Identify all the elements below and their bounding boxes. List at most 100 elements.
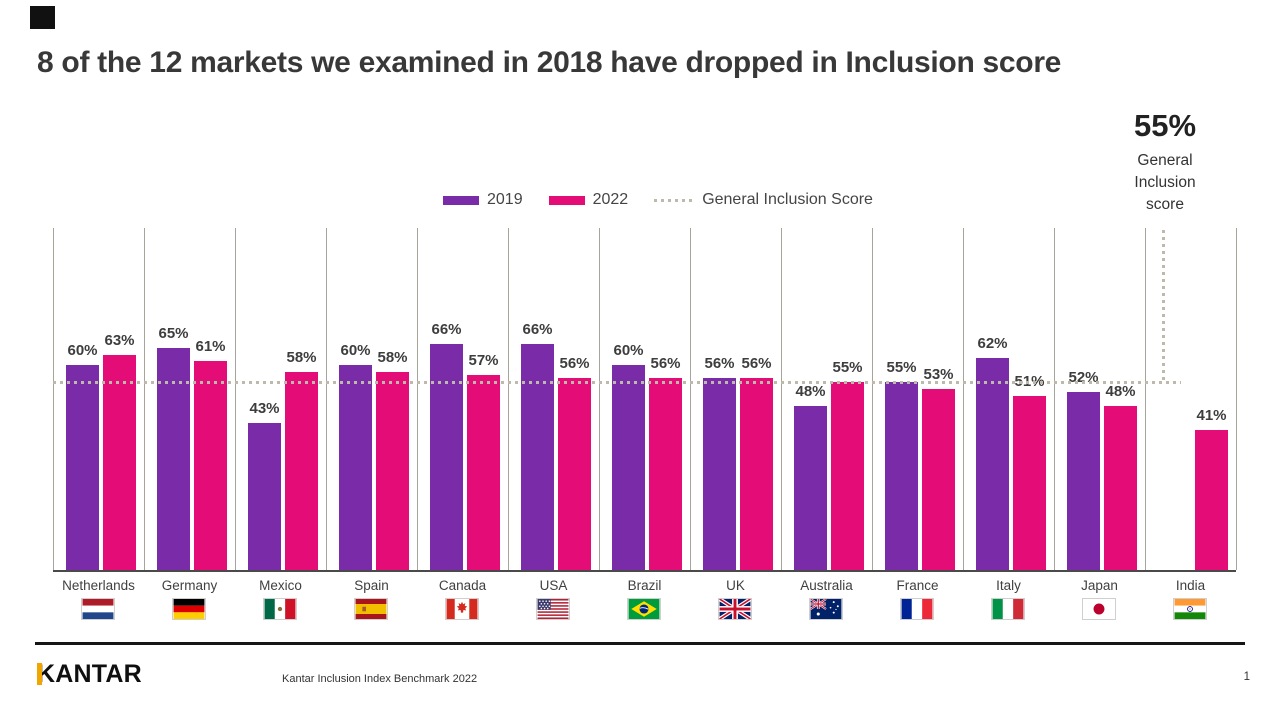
bar-2019-netherlands [66,364,99,570]
plot-separator [963,228,964,570]
category-label-germany: Germany [161,578,218,593]
bar-2019-france [885,381,918,570]
general-inclusion-callout: 55% General Inclusion score [1100,108,1230,216]
bar-2022-uk [740,378,773,570]
category-label-brazil: Brazil [627,578,662,593]
category-label-australia: Australia [800,578,853,593]
plot-separator [417,228,418,570]
bar-2022-mexico [285,371,318,570]
legend-swatch-2022-icon [548,195,585,205]
bar-2022-italy [1013,395,1046,570]
france-flag-icon [899,598,934,620]
general-inclusion-caption: General Inclusion score [1134,152,1196,213]
usa-flag-icon [535,598,570,620]
category-label-uk: UK [726,578,745,593]
legend-label-reference: General Inclusion Score [702,191,873,208]
value-label-2022-mexico: 58% [286,348,317,366]
bar-2019-canada [430,344,463,570]
legend-item-2022: 2022 [548,191,628,209]
value-label-2022-uk: 56% [741,355,772,373]
slide-corner-mark [30,6,55,29]
bar-2022-usa [558,378,591,570]
category-label-canada: Canada [438,578,487,593]
plot-separator [781,228,782,570]
x-axis-line [53,570,1236,572]
bar-2022-india [1195,429,1228,570]
kantar-logo: KANTAR [37,660,142,688]
value-label-2019-spain: 60% [340,341,371,359]
category-label-mexico: Mexico [259,578,302,593]
value-label-2022-brazil: 56% [650,355,681,373]
italy-flag-icon [990,598,1025,620]
value-label-2022-australia: 55% [832,358,863,376]
mexico-flag-icon [262,598,297,620]
value-label-2022-usa: 56% [559,355,590,373]
category-label-usa: USA [539,578,568,593]
value-label-2022-japan: 48% [1105,382,1136,400]
category-label-italy: Italy [996,578,1021,593]
legend-swatch-2019-icon [443,195,479,205]
value-label-2019-mexico: 43% [249,399,280,417]
value-label-2022-spain: 58% [377,348,408,366]
value-label-2019-brazil: 60% [613,341,644,359]
kantar-logo-accent-icon [37,663,42,685]
value-label-2019-france: 55% [886,358,917,376]
bar-2019-australia [794,405,827,570]
canada-flag-icon [444,598,479,620]
value-label-2022-netherlands: 63% [104,331,135,349]
category-label-japan: Japan [1081,578,1118,593]
bar-2022-australia [831,381,864,570]
reference-line-horizontal [53,380,1181,384]
value-label-2022-france: 53% [923,365,954,383]
value-label-2019-uk: 56% [704,355,735,373]
plot-separator [1054,228,1055,570]
value-label-2019-australia: 48% [795,382,826,400]
plot-separator [872,228,873,570]
legend-label-2019: 2019 [487,191,523,208]
plot-separator [1236,228,1237,570]
legend-dotted-line-icon [654,198,695,202]
bar-2019-mexico [248,422,281,570]
bar-2022-spain [376,371,409,570]
japan-flag-icon [1081,598,1116,620]
category-label-netherlands: Netherlands [62,578,135,593]
value-label-2022-canada: 57% [468,352,499,370]
footer-divider [35,642,1245,645]
bar-2019-usa [521,344,554,570]
page-number: 1 [1243,671,1250,683]
value-label-2022-india: 41% [1196,406,1227,424]
legend-item-reference: General Inclusion Score [654,191,873,209]
netherlands-flag-icon [80,598,115,620]
bar-2022-japan [1104,405,1137,570]
bar-2019-japan [1067,392,1100,570]
plot-separator [599,228,600,570]
value-label-2019-canada: 66% [431,321,462,339]
plot-separator [53,228,54,570]
plot-separator [1145,228,1146,570]
bar-2022-canada [467,375,500,570]
value-label-2019-italy: 62% [977,334,1008,352]
spain-flag-icon [353,598,388,620]
category-label-spain: Spain [354,578,389,593]
brazil-flag-icon [626,598,661,620]
bar-2019-spain [339,364,372,570]
uk-flag-icon [717,598,752,620]
value-label-2019-usa: 66% [522,321,553,339]
kantar-logo-text: KANTAR [37,660,142,688]
value-label-2019-netherlands: 60% [67,341,98,359]
bar-2019-italy [976,357,1009,570]
footer-source-text: Kantar Inclusion Index Benchmark 2022 [282,673,478,685]
india-flag-icon [1172,598,1207,620]
plot-separator [144,228,145,570]
value-label-2022-germany: 61% [195,338,226,356]
australia-flag-icon [808,598,843,620]
bar-2022-brazil [649,378,682,570]
value-label-2019-germany: 65% [158,324,189,342]
plot-separator [326,228,327,570]
reference-line-vertical [1162,230,1165,382]
plot-separator [235,228,236,570]
bar-2019-germany [157,347,190,570]
category-label-india: India [1175,578,1206,593]
